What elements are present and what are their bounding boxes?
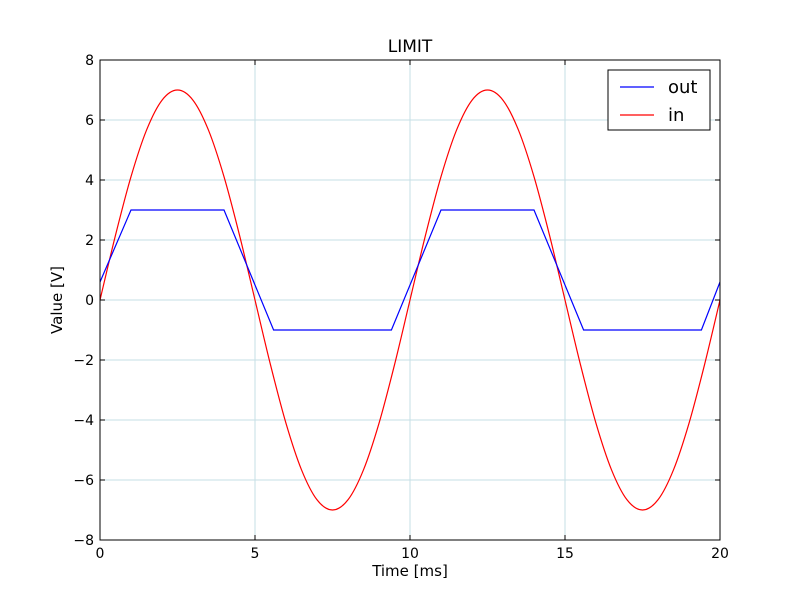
legend-label-out: out (668, 77, 697, 98)
x-axis-label: Time [ms] (371, 562, 448, 580)
y-tick-label: −6 (73, 473, 94, 489)
x-tick-label: 20 (711, 546, 729, 562)
y-tick-label: 0 (85, 293, 94, 309)
series-layer (99, 89, 721, 511)
series-line-out (99, 209, 721, 331)
x-tick-label: 0 (96, 546, 105, 562)
x-tick-label: 5 (251, 546, 260, 562)
y-tick-label: −2 (73, 353, 94, 369)
y-tick-label: −4 (73, 413, 94, 429)
y-tick-label: 8 (85, 53, 94, 69)
chart-title: LIMIT (388, 37, 433, 57)
y-tick-label: −8 (73, 533, 94, 549)
legend-box (607, 69, 711, 131)
x-tick-label: 15 (556, 546, 574, 562)
x-tick-label: 10 (401, 546, 419, 562)
y-tick-label: 4 (85, 173, 94, 189)
y-tick-label: 2 (85, 233, 94, 249)
legend-label-in: in (668, 105, 684, 126)
y-tick-label: 6 (85, 113, 94, 129)
series-line-in (99, 89, 721, 511)
ticks: 0 5 10 15 20 −8 −6 −4 −2 0 2 4 6 8 (73, 53, 729, 562)
y-axis-label: Value [V] (48, 266, 66, 334)
legend: out in (607, 69, 711, 131)
